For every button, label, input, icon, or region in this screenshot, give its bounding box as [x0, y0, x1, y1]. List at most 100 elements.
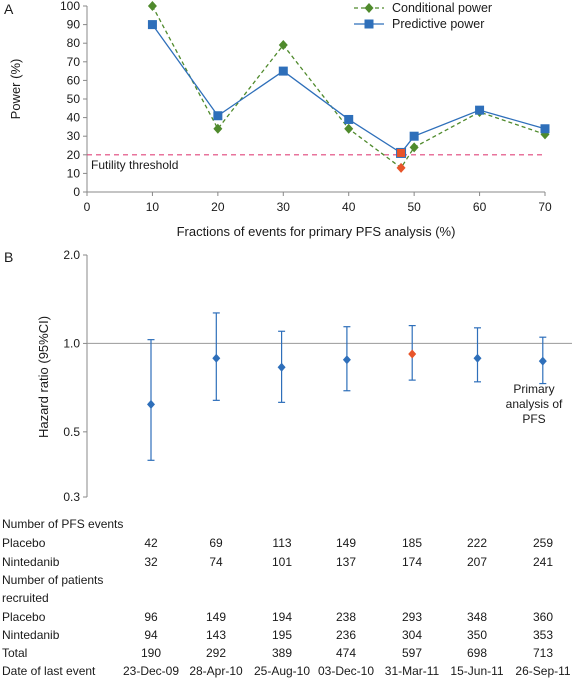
x-tick-label: 50 — [407, 200, 421, 214]
table-row: Date of last event 23-Dec-09 28-Apr-10 25-A… — [0, 664, 572, 678]
data-point-predictive-power — [213, 111, 223, 121]
panel-a-label: A — [4, 1, 14, 17]
data-point-predictive-power — [278, 66, 288, 76]
y-tick-label: 50 — [67, 92, 81, 106]
data-point-predictive-power — [540, 124, 550, 134]
table-cell: 195 — [271, 628, 293, 642]
y-tick-label: 0.5 — [63, 425, 80, 439]
table-cell: 113 — [272, 536, 292, 550]
chart-a-series — [147, 1, 550, 173]
table-row: Placebo 42 69 113 149 185 222 259 — [0, 536, 572, 554]
primary-analysis-annotation: Primary analysis of PFS — [506, 382, 563, 426]
table-cell: 149 — [335, 536, 357, 550]
table-cell: 26-Sep-11 — [515, 664, 571, 678]
data-point-predictive-power — [147, 20, 157, 30]
table-cell: 28-Apr-10 — [189, 664, 243, 678]
data-point-predictive-power — [409, 131, 419, 141]
y-tick-label: 20 — [67, 148, 81, 162]
data-point-conditional-power — [396, 162, 406, 173]
table-cell: 238 — [335, 610, 357, 624]
table-cell: 207 — [466, 555, 488, 569]
table-cell: 236 — [335, 628, 357, 642]
x-tick-label: 10 — [146, 200, 160, 214]
table-cell: 698 — [466, 646, 488, 660]
table-cell: 69 — [209, 536, 223, 550]
patients-header-row-2: recruited — [0, 591, 572, 609]
chart-b-axes: 0.3 0.5 1.0 2.0 — [63, 248, 572, 504]
table-cell: 389 — [271, 646, 293, 660]
y-tick-label: 0.3 — [63, 490, 80, 504]
table-cell: 32 — [144, 555, 158, 569]
table-cell: 713 — [532, 646, 554, 660]
data-point-predictive-power — [344, 114, 354, 124]
table-cell: 101 — [271, 555, 293, 569]
futility-threshold: Futility threshold — [87, 154, 545, 172]
x-tick-label: 40 — [342, 200, 356, 214]
legend-marker-square — [364, 19, 374, 29]
table-cell: 353 — [532, 628, 554, 642]
hazard-ratio-point — [473, 353, 482, 363]
table-cell: 474 — [335, 646, 357, 660]
y-tick-label: 70 — [67, 55, 81, 69]
table-cell: 194 — [271, 610, 293, 624]
x-tick-label: 20 — [211, 200, 225, 214]
legend-label: Predictive power — [392, 17, 484, 31]
x-tick-label: 60 — [473, 200, 487, 214]
series-line-conditional-power — [151, 5, 546, 169]
annotation-line-1: Primary — [513, 382, 554, 396]
y-tick-label: 0 — [73, 185, 80, 199]
data-point-conditional-power — [278, 40, 288, 51]
table-cell: 31-Mar-11 — [384, 664, 440, 678]
table-cell: 222 — [466, 536, 488, 550]
chart-a-axes: 0 10 20 30 40 50 60 70 80 90 100 0 10 20 30 40 50 60 70 — [60, 0, 552, 214]
chart-b-points — [147, 312, 547, 461]
x-tick-label: 70 — [538, 200, 552, 214]
patients-header-line-2: recruited — [2, 591, 49, 605]
y-tick-label: 90 — [67, 18, 81, 32]
chart-b-hazard-ratio: B 0.3 0.5 1.0 2.0 Hazard ratio (95%CI) Prim… — [4, 248, 572, 504]
legend-label: Conditional power — [392, 1, 492, 15]
table-cell: 597 — [401, 646, 423, 660]
row-label: Total — [2, 646, 28, 660]
table-cell: 190 — [140, 646, 162, 660]
table-cell: 293 — [401, 610, 423, 624]
hazard-ratio-point — [277, 362, 286, 372]
table-cell: 350 — [466, 628, 488, 642]
hazard-ratio-point — [212, 353, 221, 363]
table-cell: 94 — [144, 628, 158, 642]
table-cell: 185 — [401, 536, 423, 550]
x-tick-label: 30 — [277, 200, 291, 214]
table-row: Nintedanib 94 143 195 236 304 350 353 — [0, 628, 572, 646]
series-line-predictive-power — [151, 24, 546, 154]
table-cell: 23-Dec-09 — [122, 664, 180, 678]
table-row: Nintedanib 32 74 101 137 174 207 241 — [0, 555, 572, 573]
y-tick-label: 80 — [67, 36, 81, 50]
row-label: Nintedanib — [2, 555, 60, 569]
annotation-line-3: PFS — [522, 412, 545, 426]
hazard-ratio-point — [538, 356, 547, 366]
table-cell: 360 — [532, 610, 554, 624]
table-row: Placebo 96 149 194 238 293 348 360 — [0, 610, 572, 628]
legend-marker-diamond — [364, 3, 374, 13]
data-point-predictive-power — [396, 147, 407, 158]
y-tick-label: 30 — [67, 129, 81, 143]
table-cell: 143 — [205, 628, 227, 642]
table-cell: 241 — [532, 555, 554, 569]
data-point-predictive-power — [475, 105, 485, 115]
chart-a-xlabel: Fractions of events for primary PFS anal… — [177, 224, 456, 239]
table-cell: 174 — [401, 555, 423, 569]
table-cell: 292 — [205, 646, 227, 660]
chart-b-ylabel: Hazard ratio (95%CI) — [36, 316, 51, 438]
table-cell: 25-Aug-10 — [253, 664, 311, 678]
table-cell: 149 — [205, 610, 227, 624]
row-label: Date of last event — [2, 664, 96, 678]
data-point-conditional-power — [213, 123, 223, 134]
table-cell: 42 — [144, 536, 158, 550]
chart-a-legend: Conditional power Predictive power — [354, 1, 492, 31]
annotation-line-2: analysis of — [506, 397, 563, 411]
pfs-events-header: Number of PFS events — [2, 517, 124, 531]
futility-threshold-label: Futility threshold — [91, 158, 178, 172]
chart-a-ylabel: Power (%) — [8, 59, 23, 120]
hazard-ratio-point — [342, 355, 351, 365]
